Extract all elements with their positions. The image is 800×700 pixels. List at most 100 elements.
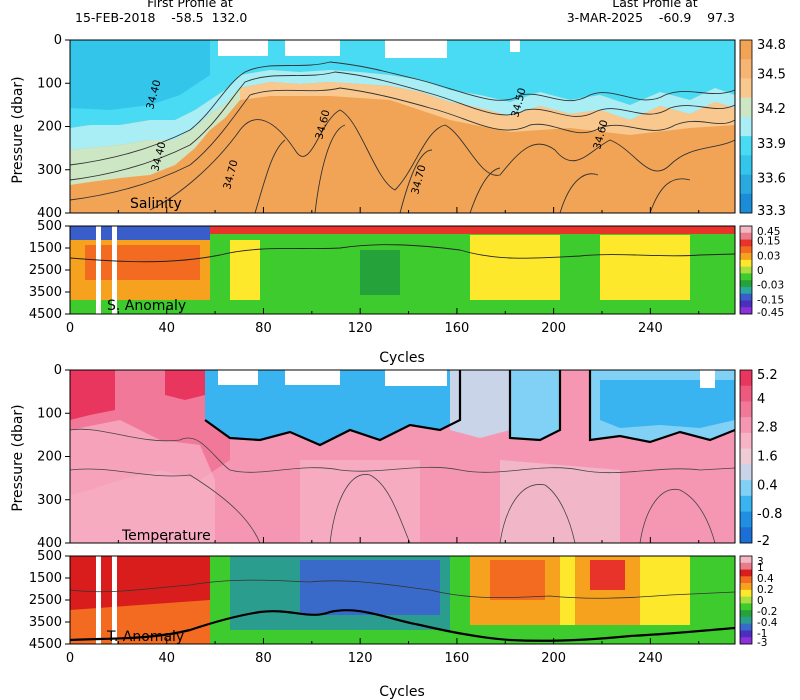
temperature-ylabel: Pressure (dbar) xyxy=(10,404,26,511)
salinity-surface-gap xyxy=(218,40,268,56)
colorbar-label: 0.4 xyxy=(757,478,778,493)
y-tick-label: 500 xyxy=(37,549,62,564)
colorbar-segment xyxy=(740,253,752,261)
y-tick-label: 3500 xyxy=(29,285,62,300)
colorbar-segment xyxy=(740,136,752,156)
y-tick-label: 4500 xyxy=(29,307,62,322)
salinity-mixed-band xyxy=(70,88,240,185)
t-anom-gap xyxy=(112,556,117,644)
s-anom-yellow-block xyxy=(470,235,560,300)
colorbar-segment xyxy=(740,576,752,584)
temperature-anomaly-panel: T. Anomaly xyxy=(69,555,736,645)
t-anom-yellow-block xyxy=(640,556,690,625)
colorbar-label: -1 xyxy=(757,628,767,640)
s-anom-hot-core xyxy=(85,245,200,280)
colorbar-segment xyxy=(740,232,752,240)
s-anom-surface-blue xyxy=(70,226,210,240)
x-tick-label: 160 xyxy=(444,651,469,666)
colorbar-segment xyxy=(740,40,752,60)
colorbar-label: 0.4 xyxy=(757,573,774,585)
y-tick-label: 300 xyxy=(37,493,62,508)
salinity-panel: 34.40 34.40 34.50 34.60 34.60 34.70 34.7… xyxy=(69,39,736,214)
temperature-contours xyxy=(70,428,735,543)
colorbar-segment xyxy=(740,417,752,434)
x-tick-label: 40 xyxy=(158,321,175,336)
x-tick-label: 240 xyxy=(638,321,663,336)
colorbar-label: -0.15 xyxy=(757,294,784,306)
colorbar-segment xyxy=(740,527,752,544)
temperature-cold-layer xyxy=(205,370,460,445)
first-profile-value: 15-FEB-2018 -58.5 132.0 xyxy=(75,10,247,25)
colorbar-segment xyxy=(740,193,752,214)
y-tick-label: 500 xyxy=(37,219,62,234)
salinity-surface-gap xyxy=(510,40,520,52)
y-tick-label: 4500 xyxy=(29,637,62,652)
colorbar-segment xyxy=(740,307,752,315)
colorbars-group: 34.834.534.233.933.633.30.450.150.030-0.… xyxy=(739,38,786,649)
temperature-zero-contour xyxy=(204,370,735,447)
colorbar-segment xyxy=(740,603,752,611)
x-tick-label: 40 xyxy=(158,651,175,666)
colorbar-frame xyxy=(739,555,753,645)
x-tick-label: 80 xyxy=(255,321,272,336)
colorbar-label: 3 xyxy=(757,556,764,568)
colorbar-segment xyxy=(740,97,752,118)
colorbar-segment xyxy=(740,464,752,481)
x-tick-label: 80 xyxy=(255,651,272,666)
colorbar-segment xyxy=(740,280,752,288)
temperature-surface-gap xyxy=(285,370,340,385)
bottom-xlabel: Cycles xyxy=(379,684,425,700)
colorbar-segment xyxy=(740,630,752,638)
x-tick-label: 120 xyxy=(348,651,373,666)
colorbar-label: -0.2 xyxy=(757,606,778,618)
salinity-surface-gap xyxy=(285,40,340,56)
colorbar-segment xyxy=(740,556,752,564)
temperature-surface-gap xyxy=(218,370,258,385)
colorbar-label: 1.6 xyxy=(757,450,778,465)
salinity-fresh-layer xyxy=(70,40,735,128)
y-tick-label: 2500 xyxy=(29,593,62,608)
salinity-transition-band xyxy=(70,70,735,150)
t-anom-red-core xyxy=(490,560,545,600)
colorbar-label: -3 xyxy=(757,637,767,649)
colorbar-label: 0 xyxy=(757,595,764,607)
axes-group: 0100200300400500150025003500450001002003… xyxy=(29,33,700,666)
t-anom-yellow-block xyxy=(560,556,575,625)
s-anom-deep-layer xyxy=(70,300,735,314)
colorbar-label: -0.8 xyxy=(757,507,782,522)
colorbar-label: 1 xyxy=(757,562,764,574)
y-tick-label: 400 xyxy=(37,206,62,221)
colorbar-segment xyxy=(740,401,752,418)
colorbar-segment xyxy=(740,480,752,497)
x-tick-label: 200 xyxy=(541,651,566,666)
x-tick-label: 120 xyxy=(348,321,373,336)
temperature-hot-region xyxy=(70,370,115,420)
colorbar-label: -0.03 xyxy=(757,280,784,292)
t-anom-bold-contour xyxy=(70,609,735,642)
colorbar-segment xyxy=(740,370,752,387)
s-anom-yellow-block xyxy=(230,240,260,300)
colorbar-segment xyxy=(740,432,752,449)
temperature-cold-layer-edge xyxy=(450,370,510,438)
s-anom-gap xyxy=(96,226,101,314)
colorbar-segment xyxy=(740,637,752,645)
colorbar-label: -0.45 xyxy=(757,307,784,319)
colorbar-label: 0.2 xyxy=(757,584,774,596)
y-tick-label: 0 xyxy=(54,33,62,48)
y-tick-label: 300 xyxy=(37,163,62,178)
colorbar-segment xyxy=(740,589,752,597)
colorbar-segment xyxy=(740,293,752,301)
colorbar-frame xyxy=(739,225,753,315)
s-anom-surface-red xyxy=(70,226,735,234)
colorbar-label: 0 xyxy=(757,265,764,277)
salinity-surface-gap xyxy=(385,40,447,58)
colorbar-frame xyxy=(739,39,753,214)
colorbar-segment xyxy=(740,239,752,247)
colorbar-label: 33.6 xyxy=(757,171,786,186)
colorbar-segment xyxy=(740,583,752,591)
x-tick-label: 240 xyxy=(638,651,663,666)
colorbar-segment xyxy=(740,448,752,465)
y-tick-label: 400 xyxy=(37,536,62,551)
temperature-surface-gap xyxy=(385,370,447,386)
temperature-cold-layer xyxy=(510,370,560,440)
